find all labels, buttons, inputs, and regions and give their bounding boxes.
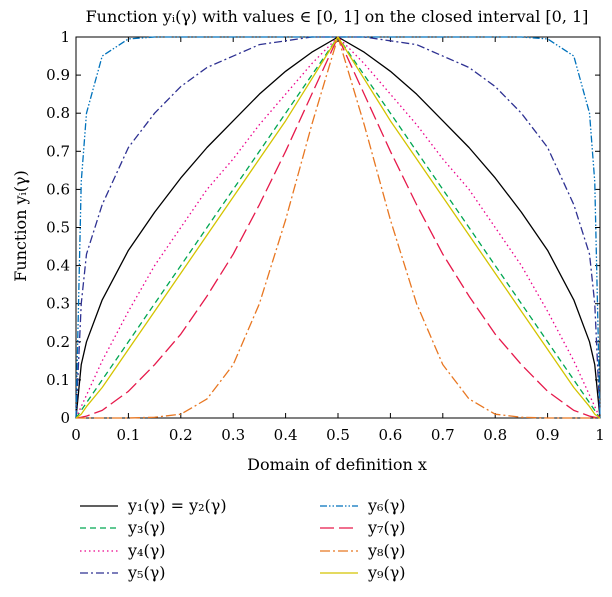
- legend-label: y₃(γ): [127, 518, 166, 537]
- legend-item: y₈(γ): [320, 541, 406, 560]
- x-tick-label: 0.8: [483, 426, 507, 444]
- legend-item: y₇(γ): [320, 518, 406, 537]
- series-line-4: [75, 36, 601, 419]
- series-layer: [75, 36, 601, 419]
- chart-title: Function yᵢ(γ) with values ∈ [0, 1] on t…: [86, 7, 589, 26]
- y-tick-label: 0.9: [46, 66, 70, 84]
- legend-item: y₆(γ): [320, 496, 406, 515]
- x-tick-label: 0.5: [326, 426, 350, 444]
- legend-label: y₉(γ): [367, 563, 406, 582]
- series-line-3: [75, 36, 601, 419]
- legend-item: y₃(γ): [80, 518, 166, 537]
- x-axis-title: Domain of definition x: [247, 455, 427, 474]
- y-tick-label: 0: [60, 409, 70, 427]
- x-tick-label: 0.7: [431, 426, 455, 444]
- y-tick-label: 0.1: [46, 371, 70, 389]
- x-tick-label: 0.1: [116, 426, 140, 444]
- x-axis: 0 0.1 0.2 0.3 0.4 0.5 0.6 0.7 0.8 0.9 1: [71, 37, 605, 444]
- y-tick-label: 0.6: [46, 180, 70, 198]
- y-axis-title: Function yᵢ(γ): [11, 170, 30, 282]
- legend-label: y₇(γ): [367, 518, 406, 537]
- y-tick-label: 0.4: [46, 257, 70, 275]
- y-tick-label: 0.8: [46, 104, 70, 122]
- y-tick-label: 0.3: [46, 295, 70, 313]
- legend-item: y₅(γ): [80, 563, 166, 582]
- x-tick-label: 0.9: [536, 426, 560, 444]
- legend-label: y₆(γ): [367, 496, 406, 515]
- y-tick-label: 0.5: [46, 219, 70, 237]
- y-tick-label: 0.2: [46, 333, 70, 351]
- series-line-2: [75, 36, 601, 419]
- x-tick-label: 1: [595, 426, 605, 444]
- legend: y₁(γ) = y₂(γ) y₃(γ) y₄(γ) y₅(γ) y₆(γ) y₇(γ) y₈…: [80, 496, 406, 582]
- x-tick-label: 0.4: [274, 426, 298, 444]
- plot-frame: [75, 36, 601, 419]
- series-line-1: [75, 36, 601, 419]
- x-tick-label: 0: [71, 426, 81, 444]
- series-line-7: [76, 36, 600, 419]
- legend-label: y₈(γ): [367, 541, 406, 560]
- y-tick-label: 1: [60, 28, 70, 46]
- legend-item: y₄(γ): [80, 541, 166, 560]
- legend-label: y₅(γ): [127, 563, 166, 582]
- legend-label: y₄(γ): [127, 541, 166, 560]
- series-line-8: [75, 36, 601, 419]
- series-line-6: [75, 36, 601, 419]
- legend-label: y₁(γ) = y₂(γ): [127, 496, 227, 515]
- legend-item: y₉(γ): [320, 563, 406, 582]
- series-line-5: [75, 36, 601, 419]
- x-tick-label: 0.3: [221, 426, 245, 444]
- x-tick-label: 0.2: [169, 426, 193, 444]
- legend-item: y₁(γ) = y₂(γ): [80, 496, 227, 515]
- x-tick-label: 0.6: [378, 426, 402, 444]
- y-tick-label: 0.7: [46, 142, 70, 160]
